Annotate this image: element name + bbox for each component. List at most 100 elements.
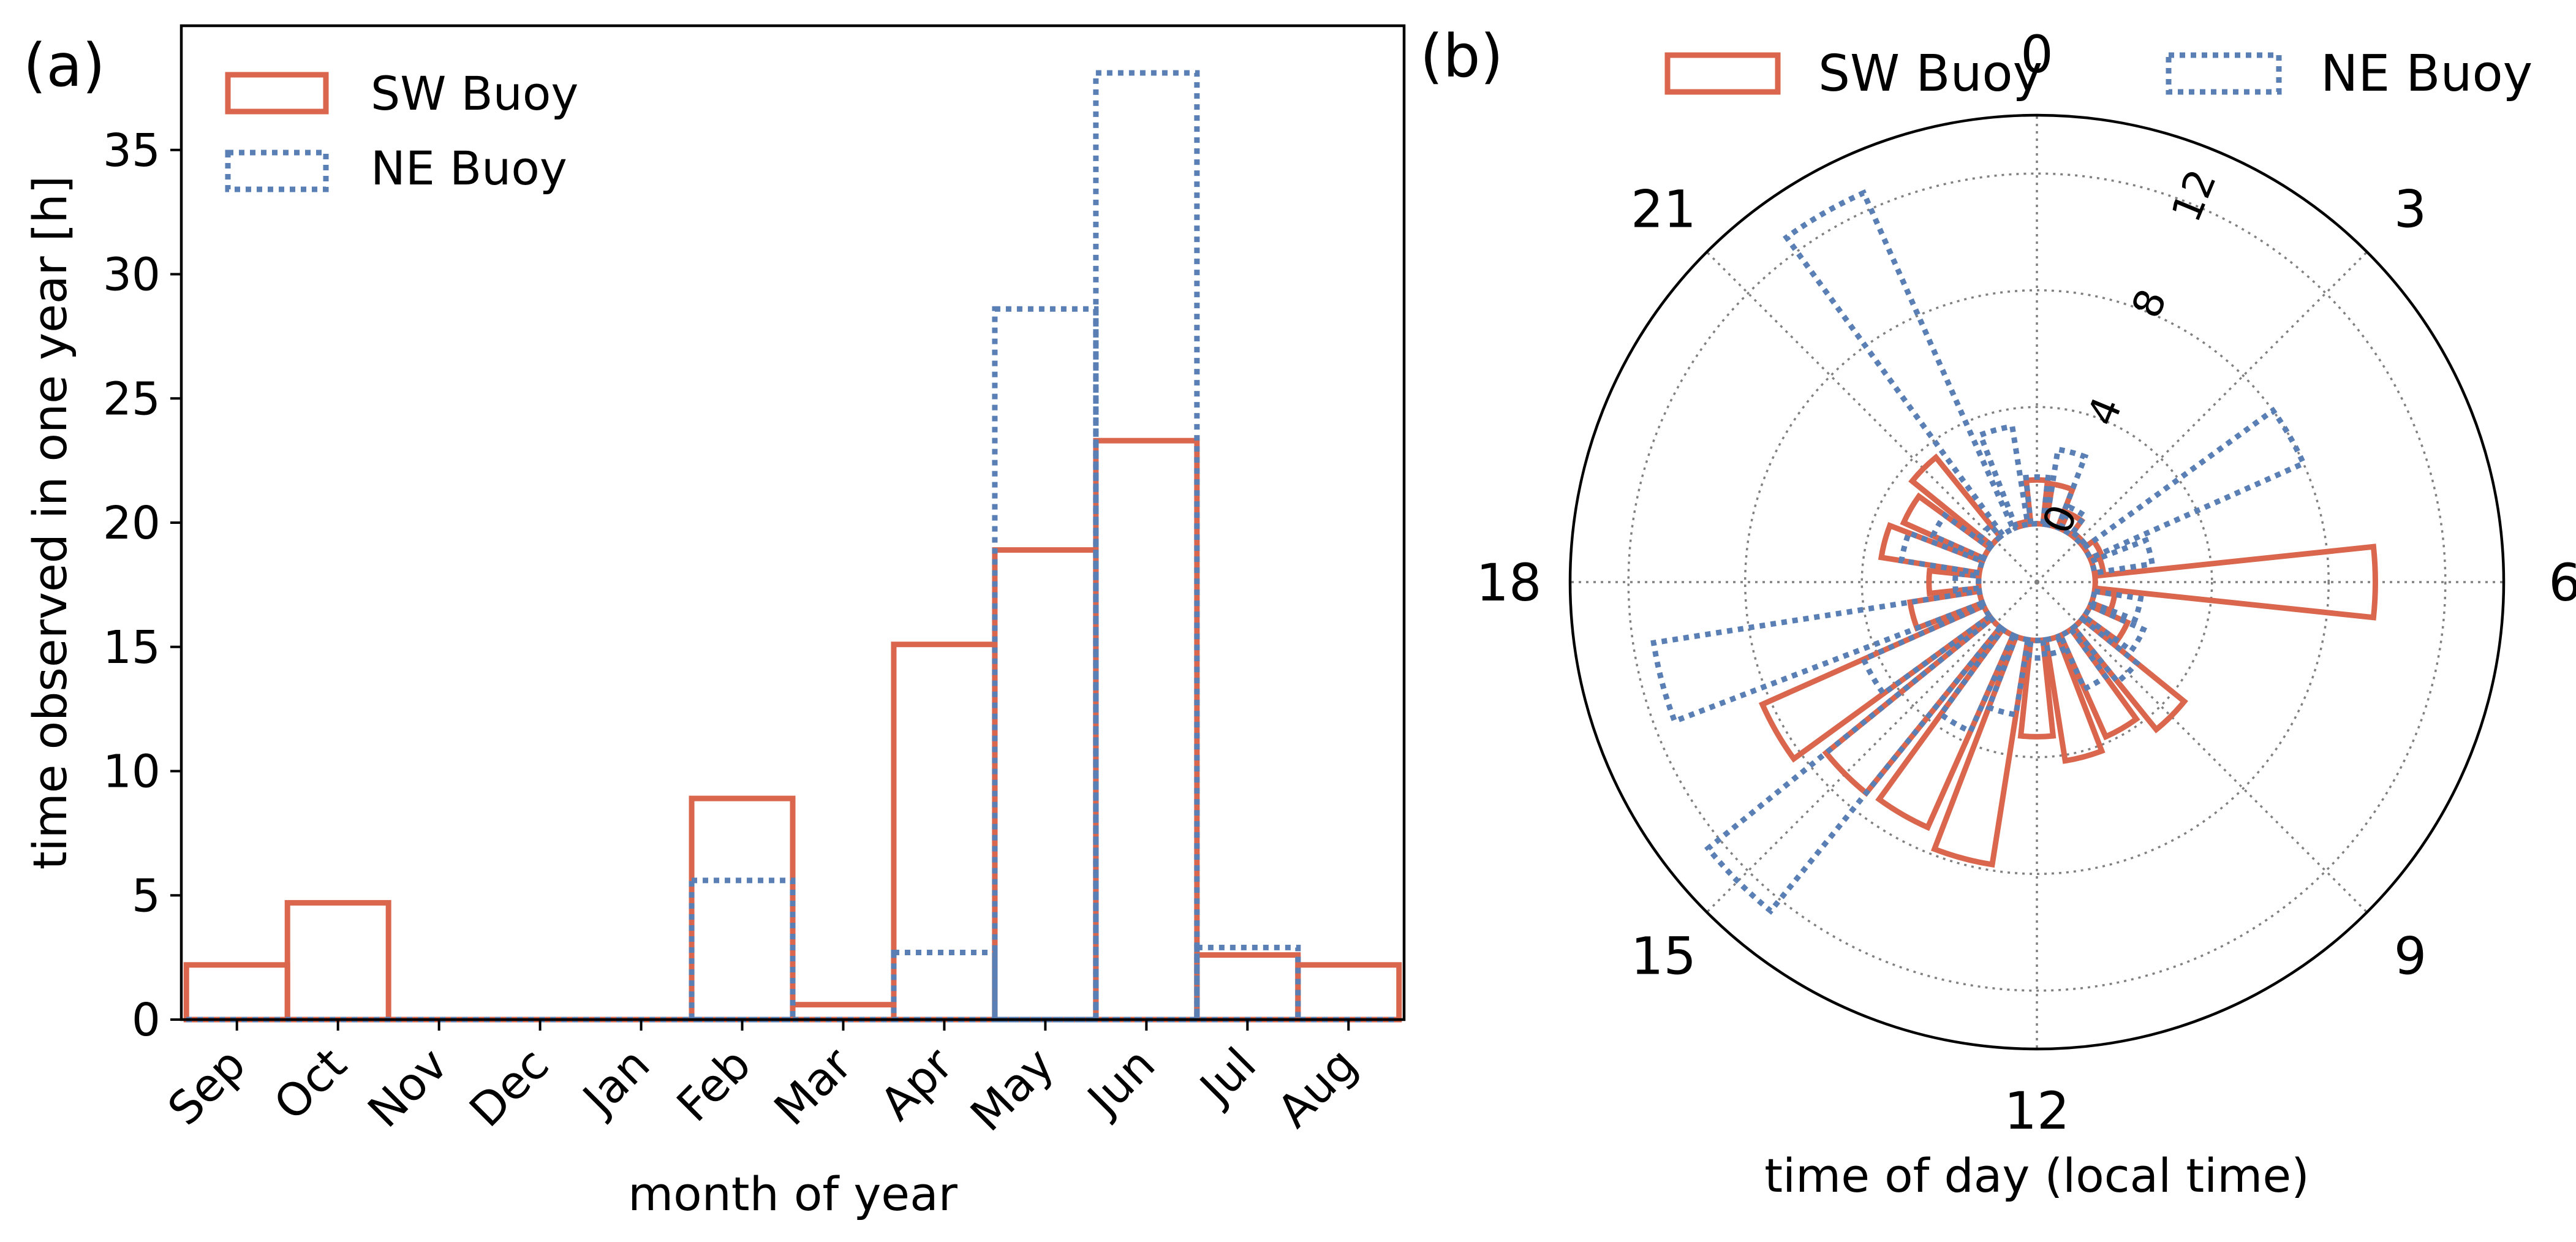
panel-b-outer-ring xyxy=(1568,113,2506,1051)
radial-tick-label: 12 xyxy=(2162,163,2226,229)
sw-bar-aug xyxy=(1295,962,1402,1023)
panel-a-sw-series xyxy=(183,437,1402,1023)
ne-bar-apr xyxy=(891,950,998,1023)
panel-a-y-axis: 0 5 10 15 20 25 30 35 xyxy=(103,124,181,1047)
panel-b-legend-ne-label: NE Buoy xyxy=(2321,45,2533,103)
sw-polar-bar-hour-21 xyxy=(1908,453,2004,550)
x-tick-label: Nov xyxy=(358,1038,458,1138)
ne-polar-bar-hour-10 xyxy=(2057,625,2110,692)
x-tick-label: Apr xyxy=(871,1038,964,1131)
panel-b-legend-ne-swatch xyxy=(2166,52,2282,95)
panel-a-legend-ne-label: NE Buoy xyxy=(371,141,567,195)
ne-polar-bar-hour-0 xyxy=(2023,474,2051,528)
hour-label-3: 3 xyxy=(2394,179,2427,239)
sw-bar-sep xyxy=(183,962,290,1023)
hour-label-15: 15 xyxy=(1631,926,1696,986)
ne-polar-bar-hour-13 xyxy=(1985,633,2031,718)
ne-bar-may xyxy=(992,306,1099,1023)
panel-b-label: (b) xyxy=(1420,22,1503,91)
y-tick-label: 35 xyxy=(103,124,161,177)
polar-grid-spoke xyxy=(1705,251,2038,583)
panel-b-legend-sw-swatch xyxy=(1664,52,1781,95)
y-tick-label: 5 xyxy=(132,869,161,922)
x-tick-label: Aug xyxy=(1267,1038,1367,1138)
ne-polar-bar-hour-3 xyxy=(2069,530,2089,550)
panel-b-polar-grid xyxy=(1570,115,2504,1049)
sw-bar-jul xyxy=(1194,952,1301,1023)
panel-b-polar-histogram: (b) 0 3 6 9 12 15 18 21 0 4 8 12 time of day (loca… xyxy=(1420,22,2576,1203)
sw-polar-bar-hour-6 xyxy=(2091,543,2378,621)
sw-polar-bar-hour-15 xyxy=(1822,615,2004,797)
ne-bar-jul xyxy=(1194,944,1301,1023)
sw-polar-bar-hour-20 xyxy=(1900,492,1994,562)
radial-tick-label: 8 xyxy=(2123,282,2176,324)
x-tick-label: May xyxy=(961,1038,1064,1142)
polar-grid-ring xyxy=(1627,172,2447,992)
ne-polar-bar-hour-11 xyxy=(2042,633,2067,657)
sw-polar-bar-hour-9 xyxy=(2069,615,2188,733)
sw-polar-bar-hour-18 xyxy=(1926,567,1982,597)
panel-b-hour-labels: 0 3 6 9 12 15 18 21 xyxy=(1476,25,2576,1141)
ne-polar-bar-hour-12 xyxy=(2026,637,2048,661)
panel-b-ne-series xyxy=(1650,189,2308,915)
x-tick-label: Jul xyxy=(1188,1038,1266,1116)
radial-tick-label: 4 xyxy=(2078,390,2131,432)
hour-label-21: 21 xyxy=(1631,179,1696,239)
ne-polar-bar-hour-7 xyxy=(2088,588,2144,624)
hour-label-12: 12 xyxy=(2004,1081,2070,1141)
panel-a-y-axis-label: time observed in one year [h] xyxy=(23,176,77,870)
radial-tick-label: 0 xyxy=(2033,498,2087,540)
ne-polar-bar-hour-1 xyxy=(2042,446,2089,531)
y-tick-label: 20 xyxy=(103,497,161,550)
sw-polar-bar-hour-14 xyxy=(1875,625,2017,831)
panel-a-legend-sw-swatch xyxy=(225,72,329,115)
ne-polar-bar-hour-18 xyxy=(1952,570,1982,594)
y-tick-label: 30 xyxy=(103,249,161,301)
panel-a-x-axis-label: month of year xyxy=(628,1167,958,1221)
ne-polar-bar-hour-2 xyxy=(2057,504,2089,539)
panel-a-legend-sw-label: SW Buoy xyxy=(371,66,578,121)
x-tick-label: Oct xyxy=(264,1038,357,1130)
panel-a-legend-ne-swatch xyxy=(225,150,329,192)
x-tick-label: Sep xyxy=(158,1038,255,1135)
hour-label-6: 6 xyxy=(2548,553,2576,613)
x-tick-label: Mar xyxy=(765,1038,863,1136)
polar-grid-spoke xyxy=(2036,581,2368,914)
sw-polar-bar-hour-13 xyxy=(1930,633,2031,868)
y-tick-label: 25 xyxy=(103,373,161,425)
polar-grid-ring xyxy=(1860,406,2213,759)
ne-polar-bar-hour-8 xyxy=(2080,602,2147,655)
x-tick-label: Feb xyxy=(667,1038,761,1132)
x-tick-label: Dec xyxy=(459,1038,559,1137)
panel-b-legend-sw-label: SW Buoy xyxy=(1818,45,2042,103)
panel-a-label: (a) xyxy=(23,31,105,100)
panel-b-x-axis-label: time of day (local time) xyxy=(1764,1148,2309,1203)
panel-a-legend: SW Buoy NE Buoy xyxy=(225,66,578,195)
ne-polar-bar-hour-4 xyxy=(2080,406,2308,562)
hour-label-9: 9 xyxy=(2394,926,2427,986)
polar-grid-ring xyxy=(1744,289,2330,875)
ne-polar-bar-hour-21 xyxy=(1976,521,2004,550)
x-tick-label: Jan xyxy=(572,1038,660,1126)
hour-label-0: 0 xyxy=(2020,25,2053,85)
x-tick-label: Jun xyxy=(1076,1038,1165,1127)
panel-b-legend: SW Buoy NE Buoy xyxy=(1664,45,2533,103)
ne-bar-jun xyxy=(1093,70,1200,1023)
y-tick-label: 10 xyxy=(103,746,161,798)
sw-polar-bar-hour-11 xyxy=(2042,633,2106,764)
ne-polar-bar-hour-15 xyxy=(1704,615,2004,915)
panel-a-histogram: (a) 0 5 10 15 20 25 30 35 Sep Oct Nov Dec Jan Feb Mar… xyxy=(23,24,1406,1221)
sw-bar-feb xyxy=(689,795,796,1023)
sw-bar-may xyxy=(992,547,1099,1023)
hour-label-18: 18 xyxy=(1476,553,1542,613)
sw-bar-jun xyxy=(1093,437,1200,1023)
ne-polar-bar-hour-5 xyxy=(2088,536,2156,577)
sw-bar-apr xyxy=(891,642,998,1023)
ne-polar-bar-hour-9 xyxy=(2069,615,2141,686)
ne-polar-bar-hour-20 xyxy=(1929,511,1994,562)
y-tick-label: 0 xyxy=(132,994,161,1047)
sw-bar-oct xyxy=(284,899,391,1023)
ne-polar-bar-hour-16 xyxy=(1860,602,1994,698)
